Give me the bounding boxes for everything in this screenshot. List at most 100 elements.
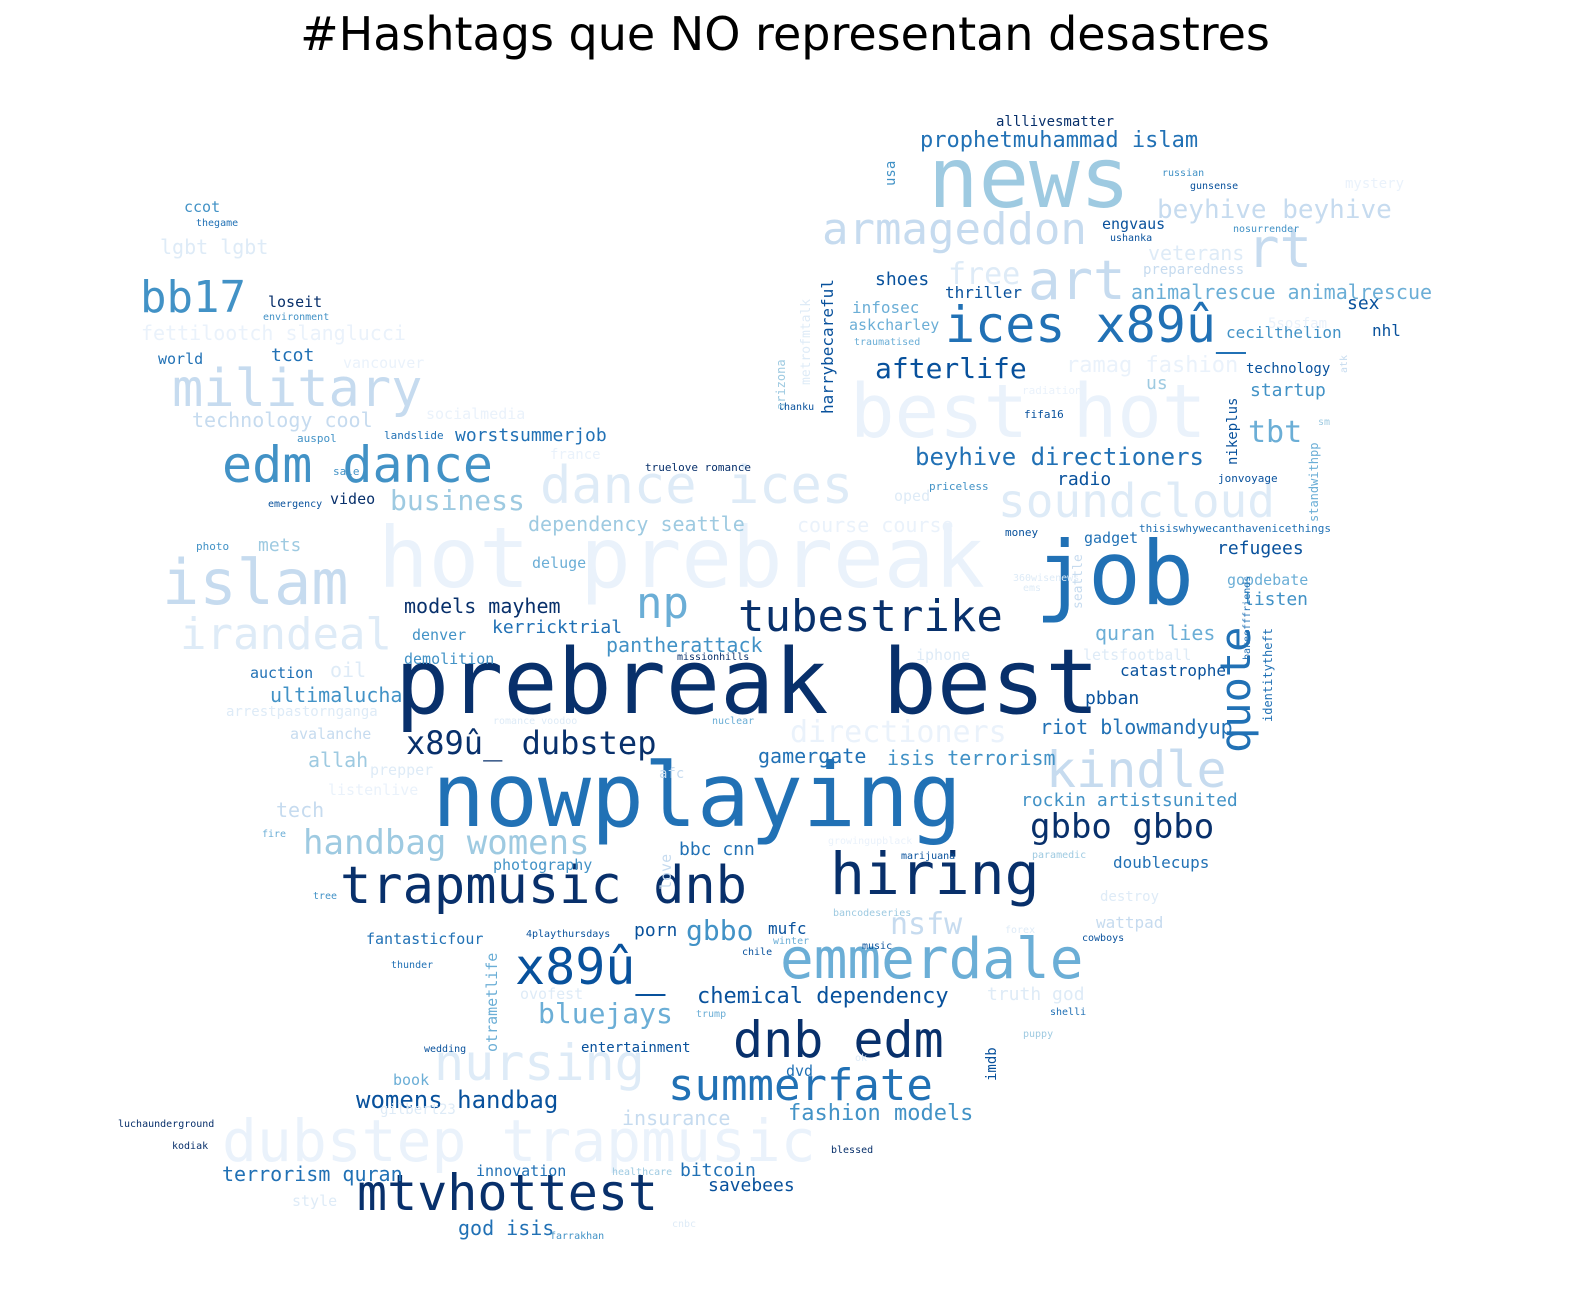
word-demolition: demolition <box>404 650 495 668</box>
word-4playthursdays: 4playthursdays <box>526 929 611 940</box>
word-quran-lies: quran lies <box>1095 621 1216 645</box>
word-military: military <box>172 359 423 419</box>
word-emergency: emergency <box>268 499 323 510</box>
word-ccot: ccot <box>184 198 221 216</box>
word-money: money <box>1005 526 1039 539</box>
word-dependency-seattle: dependency seattle <box>528 512 745 536</box>
word-riot-blowmandyup: riot blowmandyup <box>1040 715 1233 739</box>
word-ultimalucha: ultimalucha <box>270 683 403 707</box>
word-loseit: loseit <box>268 293 323 311</box>
word-nsfw: nsfw <box>890 907 963 942</box>
word-rt: rt <box>1247 217 1313 280</box>
word-shelli: shelli <box>1050 1007 1087 1018</box>
word-directioners: directioners <box>790 715 1007 750</box>
word-russian: russian <box>1162 168 1205 179</box>
word-bbc-cnn: bbc cnn <box>679 839 755 860</box>
word-job: job <box>1035 522 1194 625</box>
word-identitytheft: identitytheft <box>1261 628 1275 722</box>
word-chile: chile <box>742 947 773 958</box>
word-style: style <box>292 1192 338 1210</box>
word-best-hot: best hot <box>850 369 1207 455</box>
word-fifa16: fifa16 <box>1024 408 1064 421</box>
word-video: video <box>330 490 376 508</box>
word-infosec: infosec <box>852 298 920 317</box>
word-armageddon: armageddon <box>822 204 1087 255</box>
word-afc: afc <box>659 766 685 782</box>
word-letsfootball: letsfootball <box>1083 646 1192 664</box>
word-trapmusic-dnb: trapmusic dnb <box>340 856 747 916</box>
word-nikeplus: nikeplus <box>1225 397 1241 465</box>
word-preparedness: preparedness <box>1143 262 1245 278</box>
word-animalrescue-animalrescue: animalrescue animalrescue <box>1131 280 1433 304</box>
word-chemical-dependency: chemical dependency <box>697 984 949 1009</box>
word-ems: ems <box>1023 583 1042 594</box>
word-music: music <box>862 941 893 952</box>
word-paramedic: paramedic <box>1032 850 1087 861</box>
figure-title: #Hashtags que NO representan desastres <box>300 7 1270 61</box>
word-jonvoyage: jonvoyage <box>1218 472 1278 485</box>
word-ramag-fashion: ramag fashion <box>1066 353 1239 378</box>
word-denver: denver <box>412 626 467 644</box>
word-islam: islam <box>162 546 349 619</box>
word-bluejays: bluejays <box>538 997 673 1030</box>
word-beyhive-beyhive: beyhive beyhive <box>1157 195 1392 225</box>
word-allah: allah <box>308 748 369 772</box>
word-arrestpastornganga: arrestpastornganga <box>226 704 378 720</box>
word-oil: oil <box>330 658 367 682</box>
word-porn: porn <box>634 920 678 941</box>
word-listen: listen <box>1243 589 1309 610</box>
word-otrametlife: otrametlife <box>483 952 501 1052</box>
word-truelove-romance: truelove romance <box>645 461 751 474</box>
word-nhl: nhl <box>1372 321 1401 340</box>
word-savebees: savebees <box>708 1175 795 1196</box>
word-gbbo-gbbo: gbbo gbbo <box>1030 807 1215 847</box>
word-photo: photo <box>196 540 230 553</box>
word-thisiswhywecanthavenicethings: thisiswhywecanthavenicethings <box>1139 522 1332 535</box>
word-alllivesmatter: alllivesmatter <box>996 114 1115 130</box>
word-x89: x89û_ <box>515 938 666 996</box>
word-forex: forex <box>1005 925 1036 936</box>
word-kodiak: kodiak <box>172 1141 209 1152</box>
word-wedding: wedding <box>424 1044 467 1055</box>
word-rockin-artistsunited: rockin artistsunited <box>1021 790 1238 811</box>
word-destroy: destroy <box>1100 889 1160 905</box>
word-summerfate: summerfate <box>668 1060 933 1111</box>
word-kerricktrial: kerricktrial <box>492 617 623 638</box>
word-irandeal: irandeal <box>180 609 392 660</box>
word-gbbo: gbbo <box>686 914 754 947</box>
word-landslide: landslide <box>384 429 444 442</box>
word-course-course: course course <box>797 513 954 537</box>
word-mystery: mystery <box>1345 176 1405 192</box>
word-gilbert23: gilbert23 <box>380 1102 456 1118</box>
word-worstsummerjob: worstsummerjob <box>455 425 607 446</box>
word-photography: photography <box>493 856 593 874</box>
word-dvd: dvd <box>786 1062 814 1080</box>
word-prophetmuhammad-islam: prophetmuhammad islam <box>920 128 1199 153</box>
word-love: love <box>657 853 675 890</box>
word-fettilootch-slanglucci: fettilootch slanglucci <box>141 321 406 345</box>
word-ovofest: ovofest <box>520 985 584 1003</box>
word-catastrophe: catastrophe <box>1120 661 1226 680</box>
word-free: free <box>948 257 1021 292</box>
word-iphone: iphone <box>916 646 971 664</box>
word-atk: atk <box>1339 354 1350 373</box>
word-technology-cool: technology cool <box>192 408 373 432</box>
word-fantasticfour: fantasticfour <box>366 930 484 948</box>
word-startup: startup <box>1250 380 1326 401</box>
word-insurance: insurance <box>622 1106 731 1130</box>
word-mets: mets <box>258 535 302 556</box>
word-deluge: deluge <box>532 554 587 572</box>
word-isis-terrorism: isis terrorism <box>887 746 1056 770</box>
word-soundcloud: soundcloud <box>998 474 1275 528</box>
word-farrakhan: farrakhan <box>550 1231 605 1242</box>
word-bb17: bb17 <box>140 272 246 323</box>
word-healthcare: healthcare <box>612 1167 673 1178</box>
word-pantherattack: pantherattack <box>606 633 763 657</box>
word-book: book <box>393 1071 430 1089</box>
word-edm-dance: edm dance <box>222 436 493 494</box>
word-terrorism-quran: terrorism quran <box>222 1162 403 1186</box>
word-dubstep-trapmusic: dubstep trapmusic <box>222 1107 816 1175</box>
word-bancodeseries: bancodeseries <box>833 908 912 919</box>
